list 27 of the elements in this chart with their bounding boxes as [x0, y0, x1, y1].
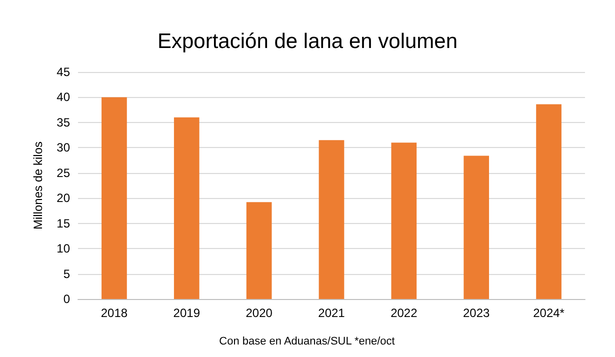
bar	[536, 104, 562, 299]
x-tick-label: 2018	[100, 306, 128, 320]
bar	[464, 156, 490, 299]
bar	[246, 202, 272, 299]
x-tick-label: 2021	[318, 306, 346, 320]
y-tick-label: 40	[56, 90, 70, 104]
y-tick-label: 20	[56, 191, 70, 206]
bar	[174, 117, 200, 299]
text: Con base en Aduanas/SUL *ene/oct	[219, 336, 395, 348]
y-axis-title: Millones de kilos	[31, 141, 45, 230]
y-tick-label: 0	[63, 292, 70, 306]
x-tick-label: 2019	[173, 306, 200, 320]
y-tick-label: 15	[56, 216, 70, 230]
y-tick-label: 35	[56, 115, 70, 130]
bar	[102, 97, 127, 299]
y-tick-label: 45	[56, 65, 70, 79]
y-tick-label: 30	[56, 140, 70, 155]
y-tick-label: 25	[56, 166, 70, 180]
x-tick-label: 2022	[390, 306, 418, 320]
x-tick-label: 2024*	[533, 306, 565, 320]
chart-title: Exportación de lana en volumen	[157, 30, 458, 53]
bar	[318, 140, 344, 299]
y-tick-label: 5	[63, 266, 70, 281]
x-tick-label: 2023	[463, 306, 490, 320]
y-tick-label: 10	[56, 242, 70, 256]
x-tick-label: 2020	[246, 306, 273, 320]
bar	[391, 142, 417, 299]
